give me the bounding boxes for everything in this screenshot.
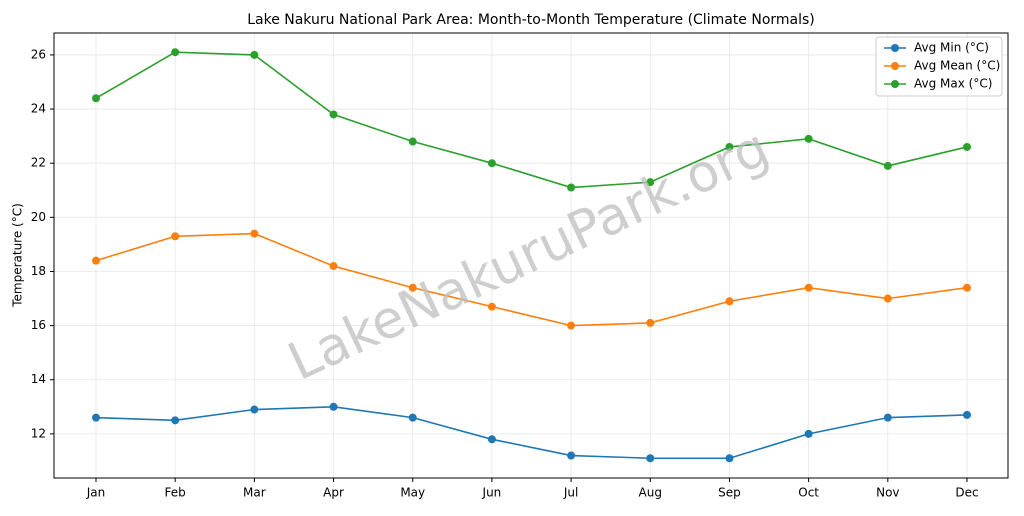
plot-frame	[53, 32, 1009, 479]
data-point	[646, 318, 655, 327]
data-point	[171, 416, 180, 425]
data-point	[804, 134, 813, 143]
data-point	[408, 137, 417, 146]
data-point	[329, 110, 338, 119]
y-tick-label: 14	[31, 372, 46, 386]
data-point	[963, 283, 971, 292]
x-tick-label: Jul	[563, 486, 578, 500]
data-point	[804, 283, 813, 292]
x-tick-label: Apr	[323, 486, 344, 500]
y-tick-label: 26	[31, 47, 46, 61]
data-point	[487, 435, 496, 444]
data-point	[329, 402, 338, 411]
y-tick-label: 16	[31, 318, 46, 332]
data-point	[804, 429, 813, 438]
y-tick-label: 22	[31, 156, 46, 170]
x-tick-label: Feb	[165, 486, 186, 500]
data-point	[567, 183, 576, 192]
data-point	[725, 454, 734, 463]
legend-marker	[891, 44, 899, 52]
y-tick-label: 24	[31, 102, 46, 116]
series-line	[95, 406, 968, 460]
data-point	[92, 413, 100, 422]
data-point	[487, 302, 496, 311]
x-tick-label: Jan	[86, 486, 106, 500]
data-point	[408, 283, 417, 292]
data-point	[963, 142, 971, 151]
y-tick-label: 12	[31, 426, 46, 440]
legend-label: Avg Max (°C)	[914, 77, 992, 91]
data-point	[329, 262, 338, 271]
data-point	[725, 297, 734, 306]
series-line	[95, 51, 968, 189]
data-point	[408, 413, 417, 422]
x-tick-label: Jun	[482, 486, 502, 500]
series-line	[95, 232, 968, 327]
data-point	[171, 232, 180, 241]
data-point	[883, 294, 892, 303]
grid	[54, 33, 1008, 478]
y-tick-label: 20	[31, 210, 46, 224]
x-tick-label: Sep	[718, 486, 741, 500]
y-tick-label: 18	[31, 264, 46, 278]
data-point	[487, 159, 496, 168]
x-tick-label: Oct	[798, 486, 819, 500]
data-point	[646, 178, 655, 187]
y-axis-label: Temperature (°C)	[11, 203, 25, 308]
data-point	[567, 451, 576, 460]
data-point	[963, 410, 971, 419]
x-tick-label: May	[400, 486, 425, 500]
chart-title: Lake Nakuru National Park Area: Month-to…	[247, 12, 815, 28]
data-point	[725, 142, 734, 151]
legend-label: Avg Min (°C)	[914, 41, 989, 55]
x-tick-label: Aug	[639, 486, 662, 500]
data-point	[171, 48, 180, 57]
series-layer	[92, 48, 971, 463]
data-point	[567, 321, 576, 330]
legend: Avg Min (°C) Avg Mean (°C) Avg Max (°C)	[875, 36, 1003, 97]
data-point	[92, 94, 100, 103]
x-tick-label: Dec	[955, 486, 978, 500]
data-point	[646, 454, 655, 463]
legend-marker	[891, 62, 899, 70]
legend-marker	[891, 80, 899, 88]
data-point	[92, 256, 100, 265]
x-tick-label: Mar	[243, 486, 266, 500]
legend-label: Avg Mean (°C)	[914, 59, 1000, 73]
data-point	[250, 229, 259, 238]
data-point	[883, 161, 892, 170]
data-point	[883, 413, 892, 422]
legend-box	[875, 36, 1003, 97]
x-tick-label: Nov	[876, 486, 899, 500]
data-point	[250, 405, 259, 414]
data-point	[250, 50, 259, 59]
